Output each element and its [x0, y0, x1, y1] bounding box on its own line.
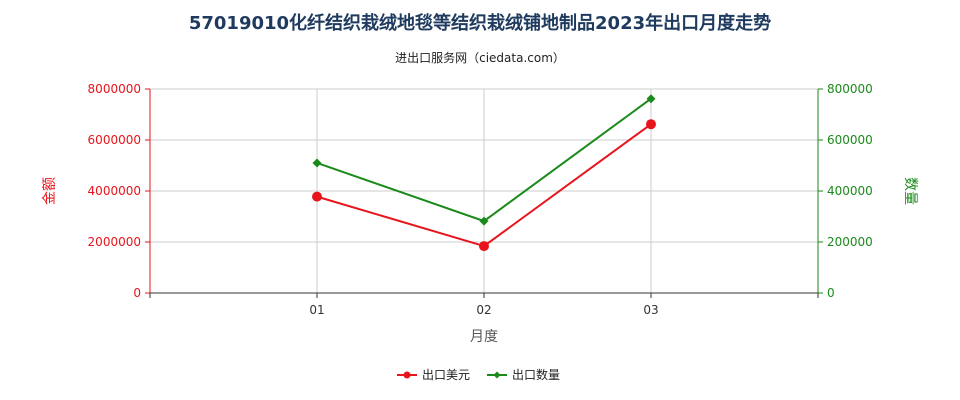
right-tick-label: 0	[827, 286, 835, 300]
chart-subtitle: 进出口服务网（ciedata.com）	[395, 50, 565, 65]
legend-marker	[493, 371, 501, 379]
axes: 0 0 2000000 200000 4000000 400000 6000000 60000…	[88, 82, 873, 317]
left-tick-label: 0	[133, 286, 141, 300]
x-tick-label: 03	[643, 303, 658, 317]
data-point	[479, 216, 489, 226]
legend-label: 出口美元	[422, 368, 470, 382]
x-tick-label: 02	[476, 303, 491, 317]
right-tick-label: 600000	[827, 133, 873, 147]
data-point	[312, 191, 322, 202]
legend: 出口美元 出口数量	[397, 367, 560, 382]
legend-label: 出口数量	[512, 367, 560, 382]
legend-marker	[403, 371, 411, 379]
right-tick-label: 800000	[827, 82, 873, 96]
series-layer	[312, 94, 656, 252]
right-tick-label: 400000	[827, 184, 873, 198]
left-axis-title: 金额	[42, 177, 58, 205]
data-point	[479, 241, 489, 252]
data-point	[312, 158, 322, 168]
x-tick-label: 01	[309, 303, 324, 317]
left-tick-label: 6000000	[88, 133, 141, 147]
left-tick-label: 2000000	[88, 235, 141, 249]
chart-title: 57019010化纤结织栽绒地毯等结织栽绒铺地制品2023年出口月度走势	[189, 12, 771, 34]
right-axis-title: 数量	[902, 177, 918, 205]
data-point	[646, 94, 656, 104]
left-tick-label: 8000000	[88, 82, 141, 96]
x-axis-title: 月度	[470, 329, 498, 345]
data-point	[646, 119, 656, 130]
left-tick-label: 4000000	[88, 184, 141, 198]
right-tick-label: 200000	[827, 235, 873, 249]
grid	[150, 88, 818, 293]
